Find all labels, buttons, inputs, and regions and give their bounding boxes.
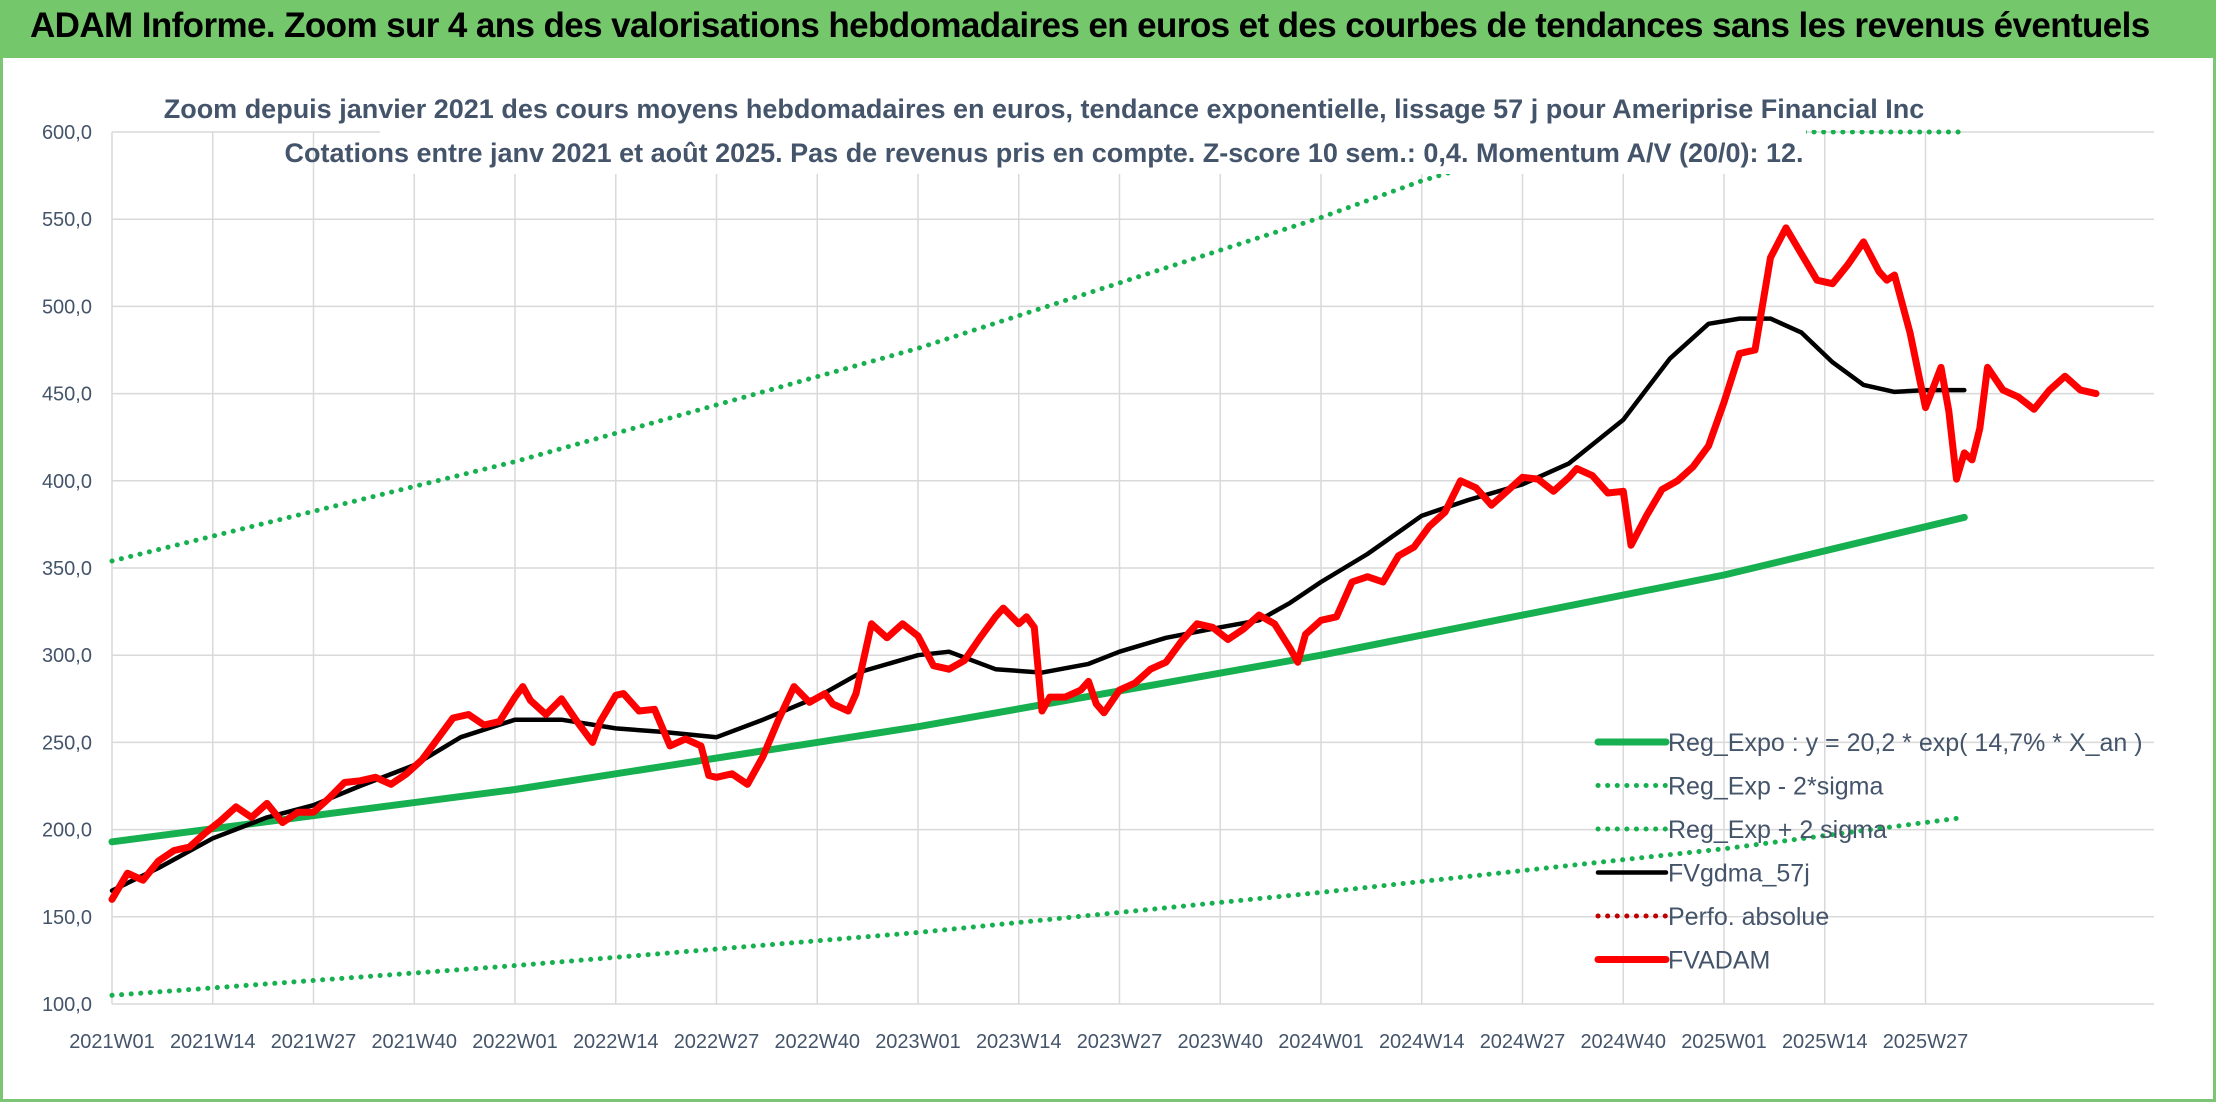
x-tick-label: 2021W27 [271,1031,357,1053]
x-tick-label: 2024W14 [1379,1031,1465,1053]
y-axis-ticks: 100,0 150,0 200,0 250,0 300,0 350,0 400,0 450,0… [42,122,92,1016]
x-tick-label: 2023W14 [976,1031,1062,1053]
y-tick-label: 500,0 [42,296,92,318]
header-title: ADAM Informe. Zoom sur 4 ans des valoris… [30,6,2150,45]
series-line-5 [108,224,2100,903]
y-tick-label: 550,0 [42,209,92,231]
series-line-3 [109,316,1967,893]
x-tick-label: 2024W40 [1580,1031,1666,1053]
x-tick-label: 2021W40 [371,1031,457,1053]
x-tick-label: 2023W01 [875,1031,961,1053]
legend-label: Reg_Expo : y = 20,2 * exp( 14,7% * X_an … [1668,729,2143,757]
x-axis-ticks: 2021W01 2021W14 2021W27 2021W40 2022W01 2022W… [69,1031,1968,1053]
chart-title: Zoom depuis janvier 2021 des cours moyen… [164,94,1925,124]
x-tick-label: 2024W01 [1278,1031,1364,1053]
x-tick-label: 2023W40 [1177,1031,1263,1053]
y-tick-label: 600,0 [42,122,92,144]
chart-legend: Reg_Expo : y = 20,2 * exp( 14,7% * X_an … [1594,729,2143,975]
x-tick-label: 2025W14 [1782,1031,1868,1053]
x-tick-label: 2025W01 [1681,1031,1767,1053]
subtitle-background [380,130,1806,174]
legend-label: Reg_Exp - 2*sigma [1668,773,1883,801]
series-line-1 [109,814,1967,998]
y-tick-label: 200,0 [42,820,92,842]
x-tick-label: 2022W14 [573,1031,659,1053]
y-tick-label: 250,0 [42,732,92,754]
legend-label: Perfo. absolue [1668,903,1829,931]
chart-subtitle: Cotations entre janv 2021 et août 2025. … [284,138,1803,168]
y-tick-label: 350,0 [42,558,92,580]
x-tick-label: 2021W14 [170,1031,256,1053]
x-tick-label: 2022W40 [774,1031,860,1053]
legend-label: Reg_Exp + 2 sigma [1668,816,1887,844]
x-tick-label: 2022W27 [674,1031,760,1053]
y-tick-label: 400,0 [42,471,92,493]
x-tick-label: 2025W27 [1883,1031,1969,1053]
x-tick-label: 2021W01 [69,1031,155,1053]
y-tick-label: 100,0 [42,994,92,1016]
header-bar: ADAM Informe. Zoom sur 4 ans des valoris… [0,0,2216,58]
legend-label: FVADAM [1668,947,1770,975]
legend-label: FVgdma_57j [1668,860,1810,888]
y-tick-label: 450,0 [42,384,92,406]
y-tick-label: 300,0 [42,645,92,667]
x-tick-label: 2022W01 [472,1031,558,1053]
x-tick-label: 2024W27 [1480,1031,1566,1053]
x-tick-label: 2023W27 [1077,1031,1163,1053]
chart-titles: Zoom depuis janvier 2021 des cours moyen… [164,84,1925,174]
y-tick-label: 150,0 [42,907,92,929]
title-background [288,84,1880,130]
